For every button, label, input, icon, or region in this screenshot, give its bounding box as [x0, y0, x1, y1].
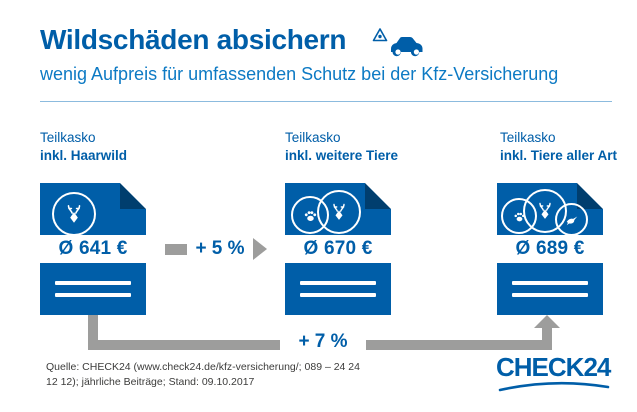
bracket-segment-down — [88, 315, 98, 350]
deer-warning-sign-and-car-icon — [372, 28, 423, 57]
policy-document-haarwild: Ø 641 € — [40, 183, 146, 315]
header-divider — [40, 101, 612, 102]
column-category: Teilkasko — [500, 130, 556, 145]
fold-corner — [577, 183, 603, 209]
bird-icon — [555, 203, 588, 236]
price-band: Ø 670 € — [285, 235, 391, 263]
bracket-segment-up — [542, 327, 552, 350]
average-price: Ø 689 € — [515, 238, 585, 259]
average-price: Ø 641 € — [58, 238, 128, 259]
column-label-weitere-tiere: Teilkasko inkl. weitere Tiere — [285, 129, 398, 165]
fold-corner — [120, 183, 146, 209]
check24-logo-swoosh-icon — [498, 381, 610, 392]
text-line — [512, 281, 588, 285]
deer-icon — [52, 192, 96, 236]
increase-label-5-percent: + 5 % — [195, 238, 245, 259]
arrow-tail — [165, 243, 188, 255]
text-line — [55, 281, 131, 285]
deer-icon — [317, 190, 361, 234]
price-band: Ø 641 € — [40, 235, 146, 263]
check24-logo: CHECK24 — [496, 352, 612, 392]
fold-corner — [365, 183, 391, 209]
check24-logo-text: CHECK24 — [496, 352, 611, 382]
column-variant: inkl. Tiere aller Art — [500, 147, 618, 163]
text-line — [300, 281, 376, 285]
column-variant: inkl. Haarwild — [40, 147, 128, 163]
subtitle: wenig Aufpreis für umfassenden Schutz be… — [40, 64, 559, 84]
text-line — [55, 293, 131, 297]
page-title: Wildschäden absichern — [40, 24, 347, 55]
policy-document-weitere-tiere: Ø 670 € — [285, 183, 391, 315]
column-category: Teilkasko — [285, 130, 341, 145]
policy-document-tiere-aller-art: Ø 689 € — [497, 183, 603, 315]
arrow-head-right-icon — [252, 238, 267, 260]
source-line-2: 12 12); jährliche Beiträge; Stand: 09.10… — [46, 376, 255, 389]
source-line-1: Quelle: CHECK24 (www.check24.de/kfz-vers… — [46, 361, 360, 373]
arrow-head-up-icon — [534, 315, 560, 328]
average-price: Ø 670 € — [303, 238, 373, 259]
text-line — [300, 293, 376, 297]
increase-arrow-first-to-second: + 5 % — [150, 236, 282, 262]
increase-label-7-percent: + 7 % — [280, 329, 366, 355]
price-band: Ø 689 € — [497, 235, 603, 263]
text-line — [512, 293, 588, 297]
column-label-haarwild: Teilkasko inkl. Haarwild — [40, 129, 127, 165]
column-category: Teilkasko — [40, 130, 96, 145]
column-label-tiere-aller-art: Teilkasko inkl. Tiere aller Art — [500, 129, 617, 165]
column-variant: inkl. weitere Tiere — [285, 147, 399, 163]
source-note: Quelle: CHECK24 (www.check24.de/kfz-vers… — [46, 360, 360, 390]
